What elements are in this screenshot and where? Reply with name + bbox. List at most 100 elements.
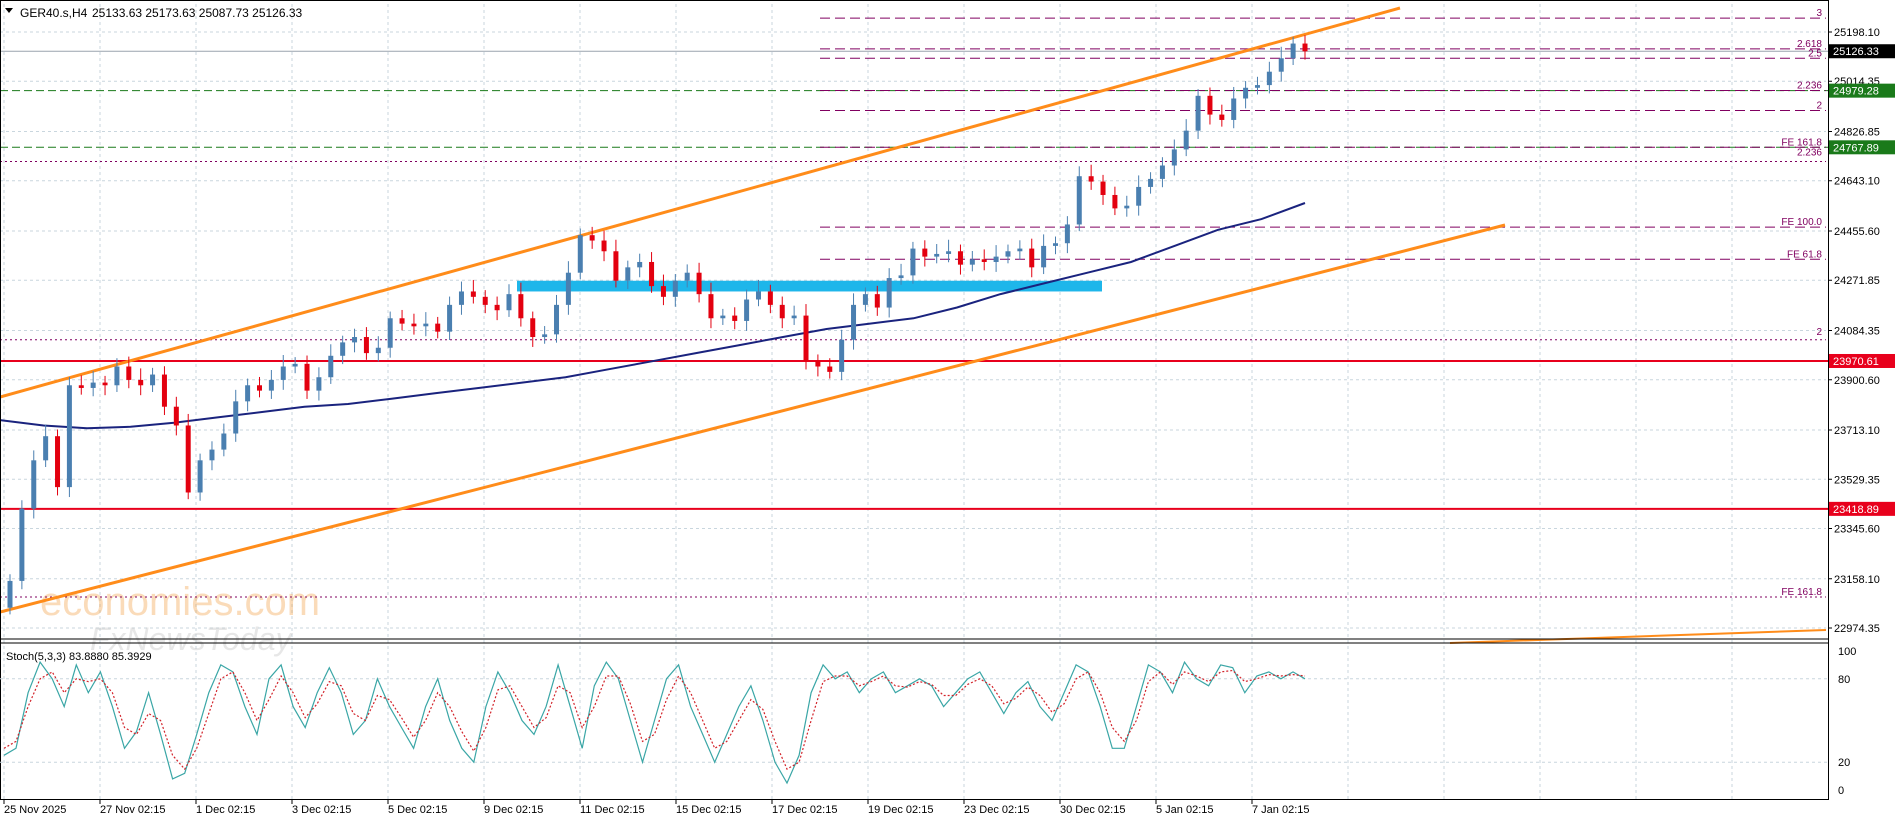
candle-body xyxy=(684,272,690,281)
horizontal-levels xyxy=(0,50,1828,598)
time-tick-label: 5 Dec 02:15 xyxy=(388,804,447,816)
time-tick-label: 25 Nov 2025 xyxy=(4,804,66,816)
candle-body xyxy=(458,291,464,305)
fib-label: 2.236 xyxy=(1797,80,1822,91)
candle-body xyxy=(1219,114,1225,120)
price-label: 25126.33 xyxy=(1833,46,1879,58)
candle-body xyxy=(625,267,631,281)
candle-body xyxy=(1302,43,1308,52)
candle-body xyxy=(839,339,845,372)
grid xyxy=(0,4,1826,800)
candle-body xyxy=(744,299,750,321)
candle-body xyxy=(1195,95,1201,131)
price-tick-label: 23900.60 xyxy=(1834,375,1880,387)
stoch-title: Stoch(5,3,3) 83.8880 85.3929 xyxy=(6,651,152,663)
stochastic-panel: 100 80 20 0 xyxy=(0,646,1856,797)
candle-body xyxy=(803,315,809,362)
candle-body xyxy=(340,342,346,356)
price-label-box xyxy=(1829,353,1895,368)
price-label: 23418.89 xyxy=(1833,504,1879,516)
price-tick-label: 24455.60 xyxy=(1834,226,1880,238)
candle-body xyxy=(328,355,334,378)
price-tick-label: 23345.60 xyxy=(1834,523,1880,535)
candle-body xyxy=(363,337,369,354)
candle-body xyxy=(613,251,619,281)
chart-frame xyxy=(0,0,1829,800)
time-tick-label: 1 Dec 02:15 xyxy=(196,804,255,816)
candle-body xyxy=(910,248,916,276)
candle-body xyxy=(732,315,738,321)
time-tick-label: 27 Nov 02:15 xyxy=(100,804,165,816)
candle-body xyxy=(601,240,607,252)
header: GER40.s,H4 25133.63 25173.63 25087.73 25… xyxy=(5,6,303,20)
candle-body xyxy=(161,374,167,407)
time-tick-label: 7 Jan 02:15 xyxy=(1252,804,1310,816)
candle-body xyxy=(1243,87,1249,99)
candle-body xyxy=(720,315,726,319)
price-axis: 25198.1025014.3524826.8524643.1024455.60… xyxy=(0,0,1895,800)
stoch-tick-label: 80 xyxy=(1838,674,1850,686)
price-tick-label: 24643.10 xyxy=(1834,176,1880,188)
candle-body xyxy=(934,253,940,257)
trend-channel xyxy=(0,6,1827,644)
candle-body xyxy=(209,449,215,461)
candle-body xyxy=(1124,205,1130,209)
time-tick-label: 23 Dec 02:15 xyxy=(964,804,1029,816)
candle-body xyxy=(577,235,583,273)
candle-body xyxy=(78,385,84,388)
channel-upper-line[interactable] xyxy=(0,6,1401,399)
candle-body xyxy=(660,286,666,297)
candle-body xyxy=(138,379,144,386)
channel-lower-line[interactable] xyxy=(0,223,1506,614)
candle-body xyxy=(185,425,191,493)
candle-body xyxy=(447,304,453,332)
price-tick-label: 22974.35 xyxy=(1834,623,1880,635)
candle-body xyxy=(1053,243,1059,246)
candle-body xyxy=(542,334,548,338)
candle-body xyxy=(233,401,239,434)
price-label-box xyxy=(1829,44,1895,59)
candle-body xyxy=(518,294,524,319)
candle-body xyxy=(280,366,286,380)
fib-label: 3 xyxy=(1816,8,1822,19)
candle-body xyxy=(1231,98,1237,120)
price-tick-label: 23713.10 xyxy=(1834,425,1880,437)
candle-body xyxy=(435,323,441,332)
moving-average-line xyxy=(0,202,1306,430)
candles xyxy=(7,35,1308,615)
candle-body xyxy=(375,347,381,354)
candle-body xyxy=(482,296,488,305)
price-label-box xyxy=(1829,140,1895,155)
candle-body xyxy=(993,256,999,262)
stoch-tick-label: 0 xyxy=(1838,785,1844,797)
candle-body xyxy=(19,508,25,581)
price-label: 23970.61 xyxy=(1833,356,1879,368)
fib-label: FE 161.8 xyxy=(1781,137,1822,148)
candle-body xyxy=(874,294,880,308)
candle-body xyxy=(969,259,975,265)
moving-average xyxy=(0,202,1306,430)
candle-body xyxy=(981,259,987,262)
candle-body xyxy=(1088,176,1094,182)
candle-body xyxy=(1159,165,1165,179)
candle-body xyxy=(779,304,785,319)
candle-body xyxy=(268,379,274,391)
candle-body xyxy=(1254,85,1260,88)
candle-body xyxy=(304,363,310,391)
fib-label: 2 xyxy=(1816,101,1822,112)
candle-body xyxy=(43,436,49,461)
candle-body xyxy=(1207,95,1213,115)
candle-body xyxy=(589,235,595,241)
candle-body xyxy=(649,261,655,287)
candle-body xyxy=(1076,176,1082,225)
price-tick-label: 25198.10 xyxy=(1834,27,1880,39)
candle-body xyxy=(755,291,761,300)
candle-body xyxy=(530,318,536,338)
candle-body xyxy=(102,382,108,386)
dropdown-arrow-icon[interactable] xyxy=(5,8,13,13)
candle-body xyxy=(1266,71,1272,86)
candle-body xyxy=(1017,248,1023,252)
